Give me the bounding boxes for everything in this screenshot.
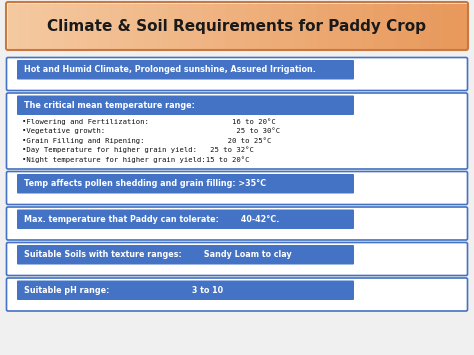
Text: •Day Temperature for higher grain yield:   25 to 32°C: •Day Temperature for higher grain yield:… [22,147,254,153]
Bar [271,4,284,48]
Bar [306,4,318,48]
Bar [374,4,387,48]
FancyBboxPatch shape [17,245,354,264]
Bar [203,4,215,48]
FancyBboxPatch shape [7,93,467,169]
Bar [432,4,444,48]
Bar [455,4,467,48]
FancyBboxPatch shape [17,174,354,193]
Bar [42,4,55,48]
Bar [397,4,410,48]
Bar [77,4,89,48]
FancyBboxPatch shape [7,171,467,204]
Text: •Flowering and Fertilization:                   16 to 20°C: •Flowering and Fertilization: 16 to 20°C [22,118,276,125]
Bar [363,4,375,48]
Text: Max. temperature that Paddy can tolerate:        40-42°C.: Max. temperature that Paddy can tolerate… [24,215,279,224]
Bar [443,4,456,48]
FancyBboxPatch shape [17,209,354,229]
Text: •Grain Filling and Ripening:                   20 to 25°C: •Grain Filling and Ripening: 20 to 25°C [22,137,272,144]
Text: Hot and Humid Climate, Prolonged sunshine, Assured Irrigation.: Hot and Humid Climate, Prolonged sunshin… [24,65,316,74]
Bar [283,4,295,48]
Bar [328,4,341,48]
Bar [180,4,192,48]
Text: Temp affects pollen shedding and grain filling: >35°C: Temp affects pollen shedding and grain f… [24,179,266,188]
Text: Suitable Soils with texture ranges:        Sandy Loam to clay: Suitable Soils with texture ranges: Sand… [24,250,292,259]
Bar [65,4,78,48]
Bar [340,4,353,48]
Bar [352,4,364,48]
Bar [317,4,329,48]
Bar [100,4,112,48]
Text: The critical mean temperature range:: The critical mean temperature range: [24,101,195,110]
Text: •Night temperature for higher grain yield:15 to 20°C: •Night temperature for higher grain yiel… [22,156,249,163]
Bar [260,4,273,48]
Bar [420,4,433,48]
Bar [31,4,43,48]
FancyBboxPatch shape [7,278,467,311]
Bar [248,4,261,48]
Bar [111,4,124,48]
Text: Suitable pH range:                              3 to 10: Suitable pH range: 3 to 10 [24,286,223,295]
FancyBboxPatch shape [17,95,354,115]
Bar [146,4,158,48]
Bar [191,4,204,48]
FancyBboxPatch shape [7,242,467,275]
Bar [122,4,135,48]
Text: Climate & Soil Requirements for Paddy Crop: Climate & Soil Requirements for Paddy Cr… [47,18,427,33]
FancyBboxPatch shape [7,207,467,240]
Bar [386,4,398,48]
Bar [237,4,249,48]
Bar [88,4,100,48]
Bar [226,4,238,48]
FancyBboxPatch shape [7,58,467,91]
Text: •Vegetative growth:                              25 to 30°C: •Vegetative growth: 25 to 30°C [22,127,280,134]
FancyBboxPatch shape [17,60,354,80]
FancyBboxPatch shape [17,280,354,300]
Bar [409,4,421,48]
Bar [54,4,66,48]
Bar [134,4,146,48]
Bar [8,4,20,48]
Bar [214,4,227,48]
Bar [157,4,169,48]
Bar [294,4,307,48]
Bar [19,4,32,48]
Bar [168,4,181,48]
